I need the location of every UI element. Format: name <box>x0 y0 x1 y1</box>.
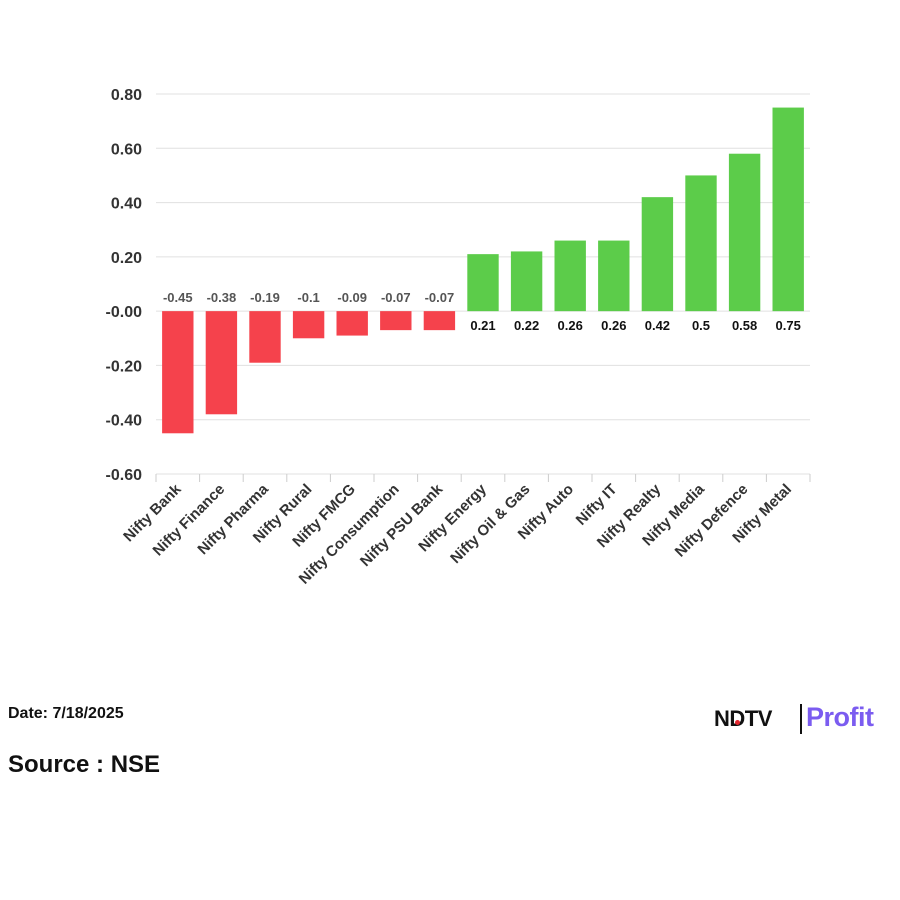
y-tick-label: 0.80 <box>111 87 142 104</box>
data-label: -0.1 <box>297 290 319 305</box>
bar-chart: 0.80 0.60 0.40 0.20 -0.00 -0.20 -0.40 -0.60 -0.… <box>106 87 811 588</box>
bar <box>162 311 194 434</box>
data-label: 0.26 <box>558 318 583 333</box>
source-label: Source : NSE <box>8 751 161 778</box>
bars <box>162 107 804 434</box>
date-label: Date: 7/18/2025 <box>8 705 124 722</box>
bar <box>423 311 456 331</box>
bar <box>336 311 368 336</box>
y-tick-label: -0.40 <box>106 413 143 430</box>
logo-dot-icon <box>735 720 740 725</box>
data-label: -0.07 <box>381 290 411 305</box>
y-tick-label: 0.60 <box>111 141 142 158</box>
data-label: -0.38 <box>207 290 237 305</box>
bar <box>292 311 325 339</box>
data-label: -0.45 <box>163 290 193 305</box>
data-label: -0.09 <box>337 290 367 305</box>
data-label: 0.42 <box>645 318 670 333</box>
data-label: 0.58 <box>732 318 757 333</box>
y-tick-label: -0.00 <box>106 304 143 321</box>
y-tick-label: 0.40 <box>111 196 142 213</box>
y-tick-label: -0.60 <box>106 467 143 484</box>
y-tick-label: -0.20 <box>106 358 143 375</box>
ndtv-profit-logo: NDTV Profit <box>714 702 894 738</box>
data-labels: -0.45 -0.38 -0.19 -0.1 -0.09 -0.07 -0.07 0.21 0.… <box>163 290 801 333</box>
bar <box>467 254 499 312</box>
data-label: 0.75 <box>776 318 801 333</box>
bar <box>554 240 586 312</box>
bar <box>772 107 804 312</box>
data-label: 0.22 <box>514 318 539 333</box>
data-label: 0.26 <box>601 318 626 333</box>
bar <box>728 153 761 312</box>
logo-profit-text: Profit <box>806 702 874 732</box>
logo-separator <box>800 704 802 734</box>
data-label: 0.5 <box>692 318 710 333</box>
bar <box>249 311 281 363</box>
data-label: -0.19 <box>250 290 280 305</box>
bar <box>205 311 238 415</box>
logo-ndtv-text: NDTV <box>714 706 772 731</box>
bar <box>641 197 674 312</box>
data-label: 0.21 <box>470 318 495 333</box>
bar <box>685 175 717 312</box>
bar <box>380 311 412 331</box>
bar <box>598 240 630 312</box>
data-label: -0.07 <box>425 290 455 305</box>
y-tick-label: 0.20 <box>111 250 142 267</box>
y-axis-ticks: 0.80 0.60 0.40 0.20 -0.00 -0.20 -0.40 -0.60 <box>106 87 143 484</box>
bar <box>510 251 543 312</box>
